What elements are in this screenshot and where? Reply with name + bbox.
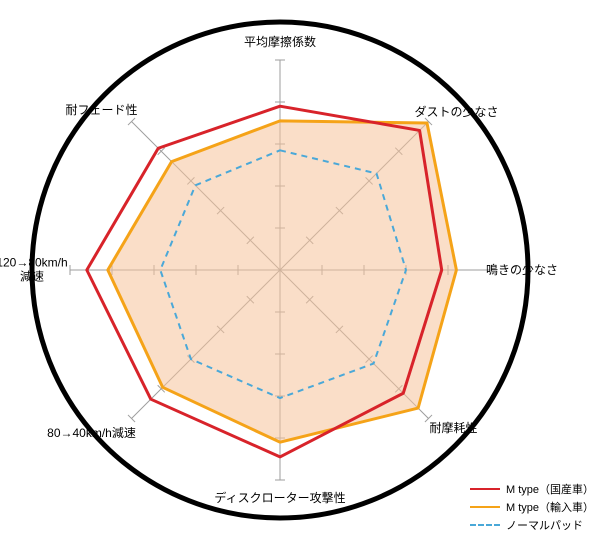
radar-chart	[0, 0, 600, 543]
legend-item: M type（輸入車）	[470, 499, 594, 515]
legend-swatch-2	[470, 524, 500, 526]
legend-swatch-1	[470, 506, 500, 508]
legend-label: M type（国産車）	[506, 481, 594, 497]
legend-item: ノーマルパッド	[470, 517, 594, 533]
legend-swatch-0	[470, 488, 500, 490]
legend: M type（国産車） M type（輸入車） ノーマルパッド	[470, 479, 594, 533]
legend-item: M type（国産車）	[470, 481, 594, 497]
legend-label: M type（輸入車）	[506, 499, 594, 515]
legend-label: ノーマルパッド	[506, 517, 583, 533]
